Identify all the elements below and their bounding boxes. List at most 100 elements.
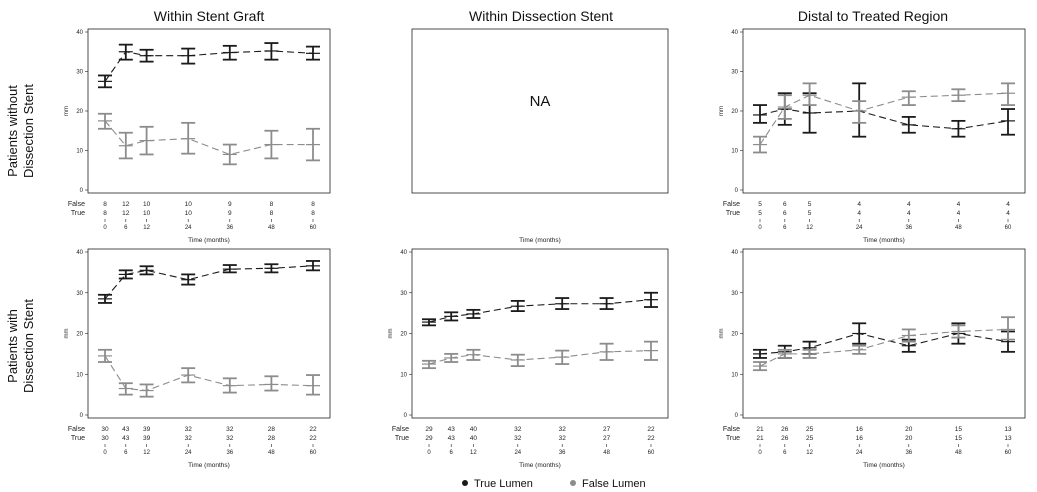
count-value: 40	[470, 426, 478, 433]
x-axis-label: Time (months)	[188, 462, 230, 469]
x-tick-label: 6	[783, 225, 787, 231]
x-tick-label: 0	[103, 450, 107, 456]
count-row-label: False	[392, 426, 409, 433]
x-tick-label: 48	[268, 225, 275, 231]
error-bar-false-lumen	[852, 344, 867, 355]
count-row-label: True	[395, 435, 409, 442]
y-tick-label: 0	[735, 188, 739, 194]
y-tick-label: 20	[731, 109, 738, 115]
series-line-false-lumen	[759, 92, 1009, 145]
count-value: 13	[1004, 426, 1012, 433]
count-value: 22	[309, 435, 317, 442]
count-value: 5	[808, 210, 812, 217]
legend-label: False Lumen	[582, 478, 646, 490]
x-tick-label: 12	[143, 225, 150, 231]
count-value: 8	[270, 201, 274, 208]
count-value: 10	[185, 201, 193, 208]
error-bar-false-lumen	[264, 375, 279, 392]
series-line-false-lumen	[428, 350, 652, 365]
error-bar-true-lumen	[181, 273, 196, 286]
x-tick-label: 60	[1005, 450, 1012, 456]
count-value: 43	[122, 426, 130, 433]
error-bar-false-lumen	[222, 143, 237, 166]
error-bar-false-lumen	[466, 348, 481, 361]
y-tick-label: 30	[731, 291, 738, 297]
y-tick-label: 30	[731, 70, 738, 76]
row-label-line1: Patients with	[5, 309, 20, 383]
error-bar-true-lumen	[139, 48, 154, 63]
error-bar-false-lumen	[510, 353, 525, 368]
error-bar-true-lumen	[139, 265, 154, 276]
count-row-label: False	[68, 426, 85, 433]
count-value: 5	[808, 201, 812, 208]
count-value: 22	[647, 435, 655, 442]
panel: Time (months) 0 10 20 30 40 mm False True 5 5 0 6 6 6 5…	[719, 28, 1026, 244]
series-line-true-lumen	[428, 299, 652, 323]
error-bar-false-lumen	[777, 94, 792, 120]
x-tick-label: 48	[955, 225, 962, 231]
column-title: Within Stent Graft	[154, 8, 265, 24]
x-tick-label: 60	[310, 450, 317, 456]
x-axis-label: Time (months)	[519, 237, 561, 244]
error-bar-false-lumen	[852, 100, 867, 124]
x-tick-label: 0	[758, 450, 762, 456]
count-value: 21	[756, 435, 764, 442]
error-bar-false-lumen	[901, 90, 916, 106]
x-axis-label: Time (months)	[188, 237, 230, 244]
count-value: 32	[514, 426, 522, 433]
count-value: 10	[143, 201, 151, 208]
error-bar-true-lumen	[422, 318, 436, 327]
series-line-true-lumen	[759, 108, 1009, 130]
y-tick-label: 20	[400, 332, 407, 338]
count-value: 8	[311, 210, 315, 217]
error-bar-true-lumen	[222, 264, 237, 274]
error-bar-false-lumen	[98, 112, 112, 130]
error-bar-false-lumen	[753, 135, 767, 154]
error-bar-false-lumen	[181, 121, 196, 155]
count-row-label: False	[68, 201, 85, 208]
series-line-true-lumen	[104, 265, 314, 300]
x-tick-label: 12	[806, 225, 813, 231]
count-value: 30	[101, 435, 109, 442]
count-value: 9	[228, 210, 232, 217]
count-value: 4	[1006, 201, 1010, 208]
error-bar-true-lumen	[181, 47, 196, 65]
count-value: 32	[226, 435, 234, 442]
y-tick-label: 0	[80, 413, 84, 419]
legend: True Lumen False Lumen	[462, 478, 646, 490]
y-tick-label: 10	[731, 372, 738, 378]
count-row-label: True	[71, 210, 85, 217]
count-value: 22	[647, 426, 655, 433]
count-value: 5	[758, 210, 762, 217]
error-bar-false-lumen	[306, 374, 320, 396]
y-tick-label: 10	[731, 149, 738, 155]
row-label-line1: Patients without	[5, 85, 20, 177]
error-bar-false-lumen	[951, 88, 966, 103]
x-axis-label: Time (months)	[863, 462, 905, 469]
error-bar-false-lumen	[802, 82, 817, 106]
panel: Time (months) 0 10 20 30 40 mm False True 21 21 0 26…	[719, 248, 1026, 469]
panel: Time (months) NA	[411, 28, 669, 244]
y-axis-label: mm	[64, 329, 70, 339]
y-axis-label: mm	[388, 329, 394, 339]
x-tick-label: 6	[124, 450, 128, 456]
x-tick-label: 6	[450, 450, 454, 456]
x-tick-label: 6	[124, 225, 128, 231]
panel-frame	[411, 248, 669, 419]
panel: Time (months) 0 10 20 30 40 mm False True 8 8 0 12 12…	[64, 28, 331, 244]
count-value: 28	[268, 435, 276, 442]
count-value: 26	[781, 426, 789, 433]
y-tick-label: 0	[735, 413, 739, 419]
x-tick-label: 12	[806, 450, 813, 456]
x-tick-label: 0	[103, 225, 107, 231]
x-tick-label: 6	[783, 450, 787, 456]
error-bar-false-lumen	[139, 125, 154, 156]
error-bar-false-lumen	[951, 324, 966, 339]
count-value: 32	[226, 426, 234, 433]
count-value: 10	[143, 210, 151, 217]
panels: Time (months)010203040mmFalseTrue8801212…	[64, 28, 1026, 469]
legend-marker-false-lumen	[570, 480, 576, 486]
x-tick-label: 36	[226, 225, 233, 231]
error-bar-true-lumen	[264, 42, 279, 61]
